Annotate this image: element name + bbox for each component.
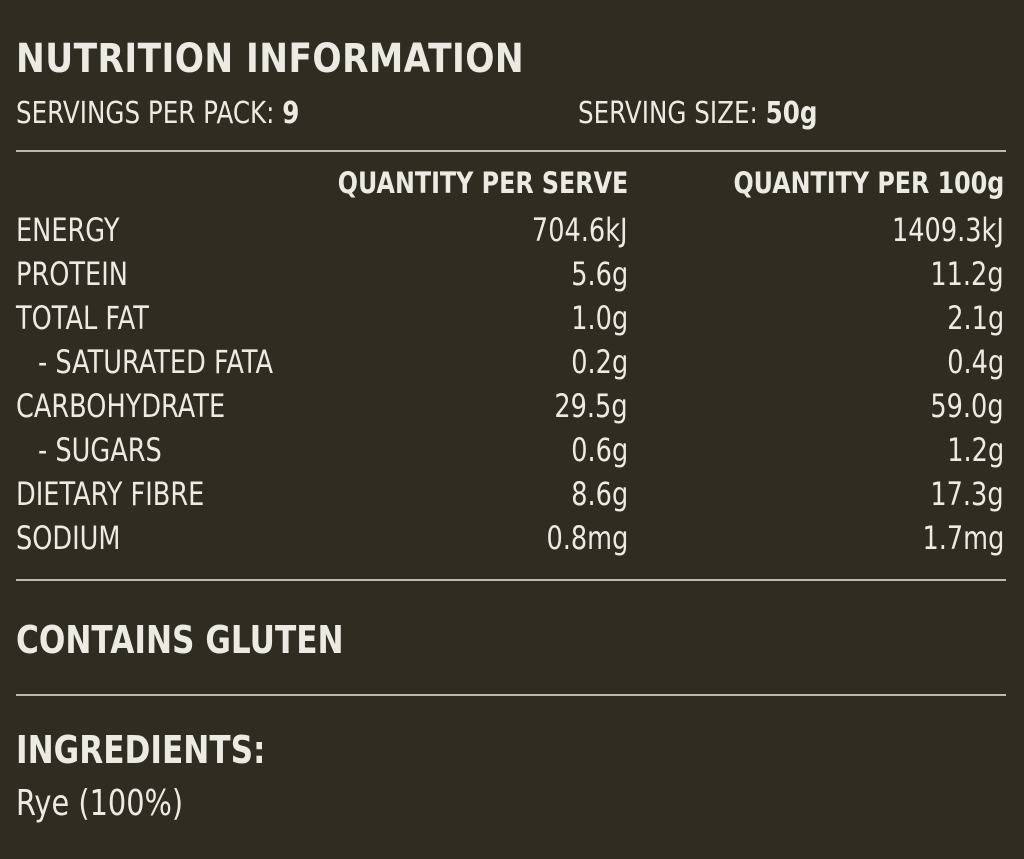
- serving-size-value: 50g: [765, 96, 818, 131]
- table-row: SODIUM 0.8mg 1.7mg: [0, 518, 1024, 562]
- table-row: DIETARY FIBRE 8.6g 17.3g: [0, 474, 1024, 518]
- ingredients-heading: INGREDIENTS:: [16, 728, 266, 772]
- per-serve-value: 8.6g: [571, 475, 628, 513]
- per-100g-value: 0.4g: [947, 343, 1004, 381]
- nutrient-label: - SATURATED FATA: [38, 343, 273, 381]
- per-100g-value: 17.3g: [930, 475, 1004, 513]
- per-serve-value: 704.6kJ: [532, 211, 628, 249]
- panel-title: NUTRITION INFORMATION: [16, 36, 525, 82]
- table-row: CARBOHYDRATE 29.5g 59.0g: [0, 386, 1024, 430]
- divider-middle: [16, 579, 1006, 581]
- divider-top: [16, 150, 1006, 152]
- per-100g-value: 2.1g: [947, 299, 1004, 337]
- per-100g-value: 59.0g: [930, 387, 1004, 425]
- table-row: - SUGARS 0.6g 1.2g: [0, 430, 1024, 474]
- per-serve-value: 5.6g: [571, 255, 628, 293]
- per-100g-value: 1.2g: [947, 431, 1004, 469]
- column-header-per-100g: QUANTITY PER 100g: [733, 166, 1004, 200]
- table-row: - SATURATED FATA 0.2g 0.4g: [0, 342, 1024, 386]
- table-row: PROTEIN 5.6g 11.2g: [0, 254, 1024, 298]
- per-serve-value: 0.6g: [571, 431, 628, 469]
- allergen-statement: CONTAINS GLUTEN: [16, 618, 344, 662]
- nutrient-label: ENERGY: [16, 211, 120, 249]
- serving-size: SERVING SIZE: 50g: [578, 96, 818, 131]
- servings-per-pack: SERVINGS PER PACK: 9: [16, 96, 299, 131]
- nutrient-label: CARBOHYDRATE: [16, 387, 226, 425]
- nutrient-label: TOTAL FAT: [16, 299, 149, 337]
- per-100g-value: 1.7mg: [922, 519, 1004, 557]
- nutrient-label: - SUGARS: [38, 431, 162, 469]
- nutrient-label: SODIUM: [16, 519, 121, 557]
- per-serve-value: 1.0g: [571, 299, 628, 337]
- nutrient-label: DIETARY FIBRE: [16, 475, 205, 513]
- table-row: TOTAL FAT 1.0g 2.1g: [0, 298, 1024, 342]
- per-serve-value: 0.8mg: [546, 519, 628, 557]
- divider-bottom: [16, 694, 1006, 696]
- nutrient-label: PROTEIN: [16, 255, 128, 293]
- per-serve-value: 29.5g: [554, 387, 628, 425]
- serving-size-label: SERVING SIZE:: [578, 96, 758, 131]
- per-100g-value: 11.2g: [930, 255, 1004, 293]
- per-serve-value: 0.2g: [571, 343, 628, 381]
- per-100g-value: 1409.3kJ: [892, 211, 1004, 249]
- servings-label: SERVINGS PER PACK:: [16, 96, 275, 131]
- column-header-per-serve: QUANTITY PER SERVE: [337, 166, 628, 200]
- ingredients-text: Rye (100%): [16, 783, 184, 824]
- servings-value: 9: [282, 96, 300, 131]
- table-row: ENERGY 704.6kJ 1409.3kJ: [0, 210, 1024, 254]
